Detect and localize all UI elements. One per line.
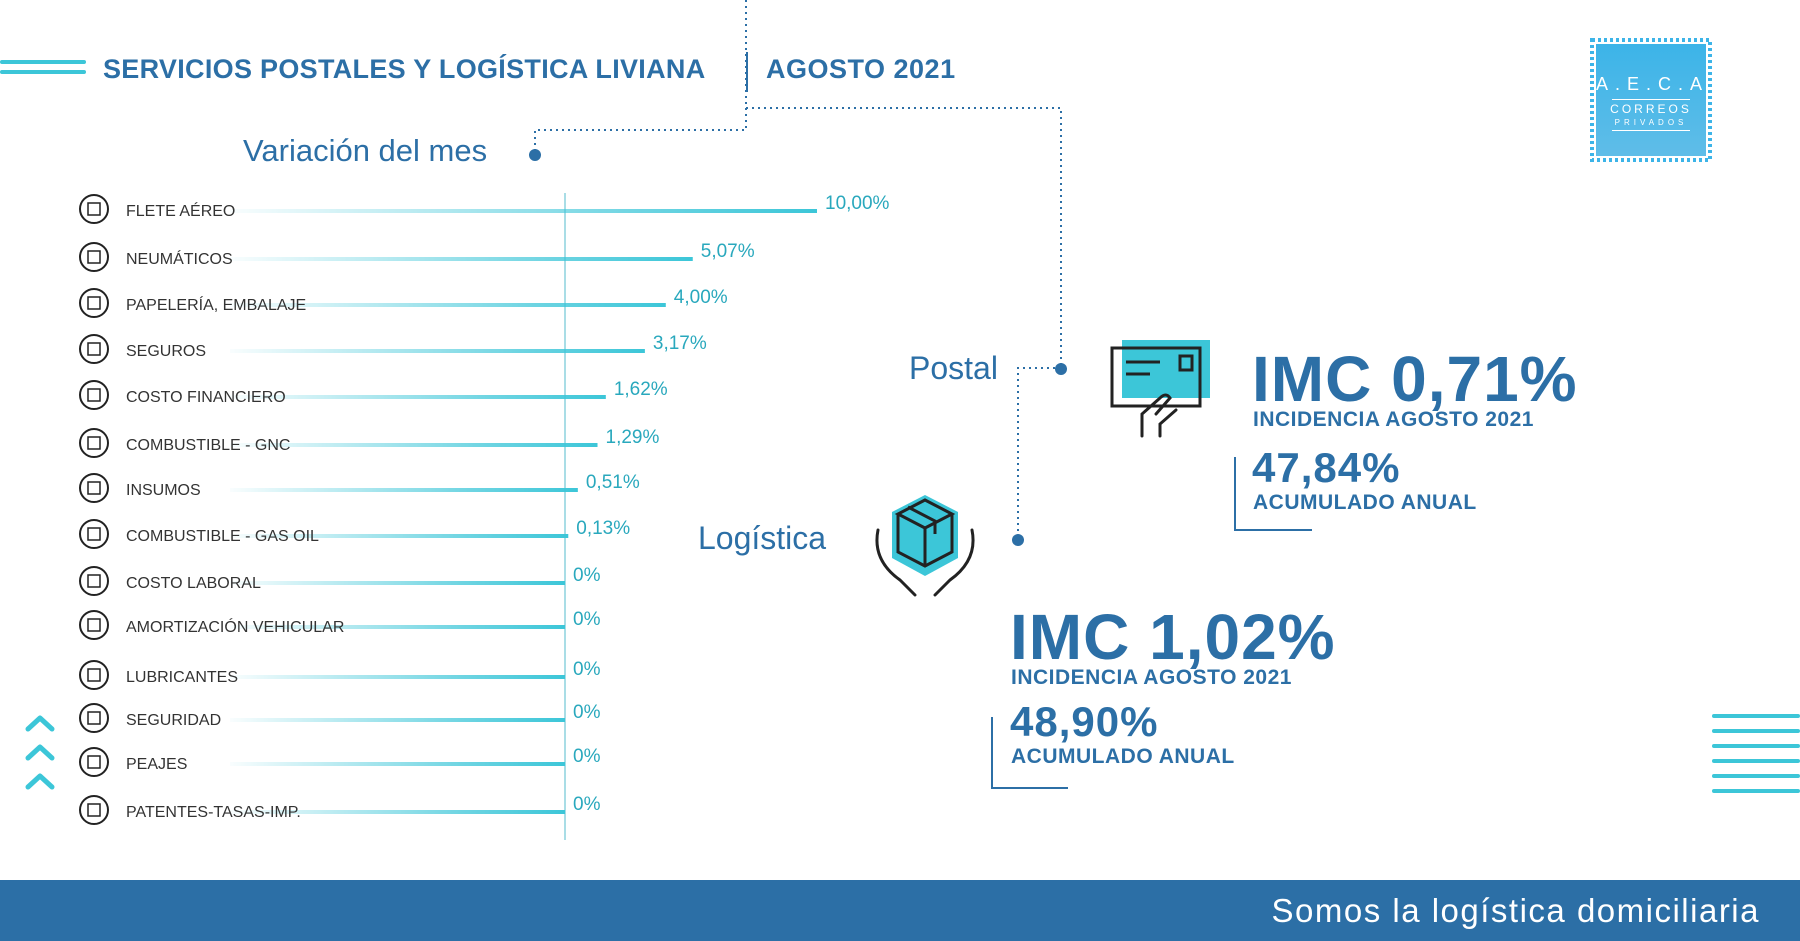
category-label: LUBRICANTES: [126, 669, 238, 686]
bar: [230, 810, 565, 814]
security-guard-icon: [79, 703, 109, 733]
connector-dot-postal: [1055, 363, 1067, 375]
category-label: SEGUROS: [126, 343, 206, 360]
bar: [230, 762, 565, 766]
bar: [230, 675, 565, 679]
category-label: COSTO LABORAL: [126, 575, 261, 592]
truck-icon: [79, 610, 109, 640]
checklist-icon: [79, 473, 109, 503]
value-label: 0%: [573, 702, 601, 723]
value-label: 0,13%: [576, 518, 630, 539]
value-label: 10,00%: [825, 193, 890, 214]
category-label: SEGURIDAD: [126, 712, 221, 729]
value-label: 0%: [573, 659, 601, 680]
oil-can-icon: [79, 660, 109, 690]
postal-accumulated-value: 47,84%: [1252, 444, 1401, 491]
value-label: 0%: [573, 565, 601, 586]
logistics-label: Logística: [698, 520, 827, 556]
logo-rule: [1612, 130, 1690, 131]
category-label: COSTO FINANCIERO: [126, 389, 286, 406]
value-label: 4,00%: [674, 287, 728, 308]
shield-box-icon: [79, 334, 109, 364]
header-decoration: [0, 60, 86, 82]
chart-title: Variación del mes: [243, 133, 488, 168]
bar: [230, 718, 565, 722]
postal-label: Postal: [909, 350, 998, 386]
chevron-up-icons: [25, 715, 55, 790]
logistics-incidence: INCIDENCIA AGOSTO 2021: [1011, 666, 1292, 689]
value-label: 5,07%: [701, 241, 755, 262]
category-label: AMORTIZACIÓN VEHICULAR: [126, 617, 344, 636]
footer-tagline: Somos la logística domiciliaria: [1271, 892, 1760, 929]
postal-imc: IMC 0,71%: [1252, 343, 1578, 415]
page-date: AGOSTO 2021: [766, 54, 956, 84]
box-icon: [79, 288, 109, 318]
bar-series: FLETE AÉREO 10,00% NEUMÁTICOS 5,07% PAPELERÍ…: [126, 193, 890, 821]
stamp-body: A.E.C.A CORREOS PRIVADOS: [1596, 44, 1706, 156]
tax-icon: [79, 795, 109, 825]
category-label: COMBUSTIBLE - GAS OIL: [126, 528, 319, 545]
bar: [230, 488, 578, 492]
value-label: 1,29%: [606, 427, 660, 448]
pie-chart-icon: [79, 380, 109, 410]
bar: [230, 395, 606, 399]
bar: [230, 209, 817, 213]
logistics-accumulated-label: ACUMULADO ANUAL: [1011, 745, 1235, 768]
envelope-hand-icon: [1110, 340, 1210, 438]
value-label: 0%: [573, 609, 601, 630]
postal-accumulated-label: ACUMULADO ANUAL: [1253, 491, 1477, 514]
tire-icon: [79, 242, 109, 272]
bar: [230, 625, 565, 629]
logistics-accumulated-value: 48,90%: [1010, 698, 1159, 745]
connector-dot-logistics: [1012, 534, 1024, 546]
value-label: 0,51%: [586, 472, 640, 493]
footer-bar: Somos la logística domiciliaria: [0, 880, 1800, 941]
logo-rule: [1612, 99, 1690, 100]
accumulated-brackets: [991, 457, 1312, 789]
postal-incidence: INCIDENCIA AGOSTO 2021: [1253, 408, 1534, 431]
bar: [230, 257, 693, 261]
connector-lines: [534, 0, 1062, 540]
fuel-pump-icon: [79, 519, 109, 549]
airplane-icon: [79, 194, 109, 224]
bar: [230, 303, 666, 307]
logo-text-privados: PRIVADOS: [1614, 118, 1688, 127]
category-label: PATENTES-TASAS-IMP.: [126, 804, 301, 821]
money-icon: [79, 566, 109, 596]
right-decoration: [1712, 714, 1800, 804]
stamp-edge: [1590, 38, 1712, 162]
logistics-imc: IMC 1,02%: [1010, 601, 1336, 673]
category-label: FLETE AÉREO: [126, 201, 235, 220]
package-hands-icon: [875, 495, 975, 597]
logo-text-correos: CORREOS: [1610, 102, 1692, 116]
category-label: NEUMÁTICOS: [126, 249, 233, 268]
toll-icon: [79, 747, 109, 777]
connector-dot-title: [529, 149, 541, 161]
bar: [230, 349, 645, 353]
gas-cylinder-icon: [79, 428, 109, 458]
bar: [230, 443, 598, 447]
value-label: 1,62%: [614, 379, 668, 400]
page-title: SERVICIOS POSTALES Y LOGÍSTICA LIVIANA: [103, 54, 706, 84]
value-label: 0%: [573, 794, 601, 815]
bar: [230, 581, 565, 585]
aeca-logo: A.E.C.A CORREOS PRIVADOS: [1590, 38, 1712, 162]
category-label: PEAJES: [126, 756, 187, 773]
logo-text-aeca: A.E.C.A: [1596, 74, 1710, 94]
value-label: 3,17%: [653, 333, 707, 354]
category-label: COMBUSTIBLE - GNC: [126, 437, 290, 454]
category-label: PAPELERÍA, EMBALAJE: [126, 295, 306, 314]
category-icons: [79, 194, 109, 825]
value-label: 0%: [573, 746, 601, 767]
category-label: INSUMOS: [126, 482, 201, 499]
bar: [230, 534, 569, 538]
